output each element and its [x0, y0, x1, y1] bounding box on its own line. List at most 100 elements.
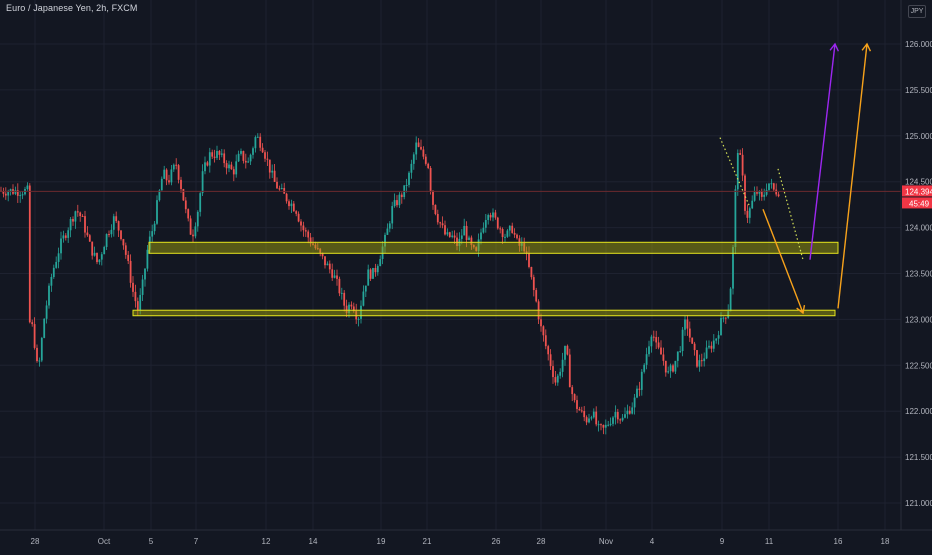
candle-body — [756, 192, 758, 194]
candle-body — [108, 234, 110, 236]
candle-body — [223, 153, 226, 164]
currency-badge[interactable]: JPY — [908, 5, 926, 18]
candle — [398, 192, 401, 209]
candle — [420, 139, 422, 151]
candle-body — [336, 275, 338, 279]
price-tick-label: 123.000 — [905, 315, 932, 324]
candle — [664, 360, 667, 377]
candle-body — [328, 263, 331, 270]
candle-body — [290, 203, 293, 207]
candle-body — [448, 232, 451, 237]
candle — [540, 313, 542, 332]
candle-body — [364, 285, 367, 292]
candle — [72, 216, 74, 226]
candle-body — [432, 190, 434, 205]
candle-body — [38, 360, 41, 362]
candle-body — [657, 342, 660, 348]
candle-body — [499, 228, 502, 230]
candle — [549, 349, 552, 371]
candle — [62, 230, 65, 243]
candle — [578, 406, 581, 411]
candle-body — [259, 136, 262, 148]
candle-body — [444, 225, 446, 235]
candle-body — [446, 232, 449, 235]
candle — [393, 193, 396, 208]
candle — [144, 268, 146, 287]
candle-body — [172, 164, 175, 170]
candle — [744, 173, 746, 215]
candle — [516, 233, 518, 240]
candle — [108, 230, 110, 238]
candle — [727, 304, 730, 320]
candle — [336, 269, 338, 286]
candle — [129, 254, 132, 288]
candle — [590, 415, 593, 421]
candle-body — [249, 154, 252, 162]
candle — [417, 138, 420, 148]
candle — [208, 147, 211, 173]
candle — [487, 213, 490, 225]
candle-body — [199, 193, 202, 212]
candle — [408, 171, 410, 188]
candle — [324, 256, 326, 269]
candle-body — [643, 364, 646, 372]
candle-body — [604, 424, 607, 428]
time-axis[interactable]: 28 Oct 5 7 12 14 19 21 26 28 Nov 4 9 11 16 18 — [31, 537, 890, 546]
candle — [739, 149, 742, 155]
candle-body — [16, 190, 19, 196]
candle-body — [182, 189, 185, 201]
candle — [506, 228, 509, 238]
candle — [513, 228, 516, 238]
candle-body — [129, 260, 132, 283]
candle-body — [720, 317, 722, 336]
bar-countdown: 45:49 — [909, 199, 930, 208]
candle-body — [712, 340, 715, 349]
candle — [580, 406, 583, 413]
candle-body — [237, 153, 240, 162]
candle-body — [57, 253, 60, 262]
candle-body — [81, 216, 84, 218]
candle-body — [547, 346, 550, 355]
candle-body — [160, 178, 163, 191]
candle-body — [228, 164, 230, 169]
candle — [206, 160, 209, 167]
candle — [384, 232, 386, 253]
candle-body — [98, 259, 101, 263]
symbol-title[interactable]: Euro / Japanese Yen, 2h, FXCM — [6, 3, 138, 13]
candle-body — [616, 411, 619, 420]
candle-body — [420, 146, 422, 150]
candle — [710, 341, 713, 353]
candle-body — [417, 142, 420, 147]
candlestick-series[interactable] — [0, 133, 780, 435]
candle-body — [544, 335, 547, 347]
price-axis[interactable]: 126.000 125.500 125.000 124.500 124.000 123.5… — [905, 40, 932, 508]
candle-body — [206, 162, 209, 166]
drawing-annotations[interactable] — [0, 42, 901, 317]
candle — [33, 317, 36, 350]
time-tick-label: 28 — [537, 537, 546, 546]
candle-body — [386, 228, 389, 235]
time-tick-label: 14 — [309, 537, 318, 546]
candle-body — [777, 194, 780, 197]
orange-arrow — [837, 42, 872, 309]
candle — [48, 283, 50, 309]
candle-body — [472, 244, 475, 248]
candle — [628, 406, 631, 415]
candle-body — [763, 194, 766, 197]
candle-body — [686, 319, 689, 329]
candle — [705, 340, 708, 360]
candle — [722, 316, 725, 323]
candle — [302, 221, 305, 237]
candle — [480, 228, 482, 245]
candle-body — [45, 305, 48, 319]
candle-body — [660, 347, 662, 355]
candle-body — [669, 365, 672, 372]
candle-body — [268, 159, 271, 173]
candle — [16, 183, 19, 203]
candle — [295, 210, 298, 217]
candle — [2, 187, 5, 198]
candle-body — [715, 338, 718, 341]
candle — [597, 420, 600, 432]
